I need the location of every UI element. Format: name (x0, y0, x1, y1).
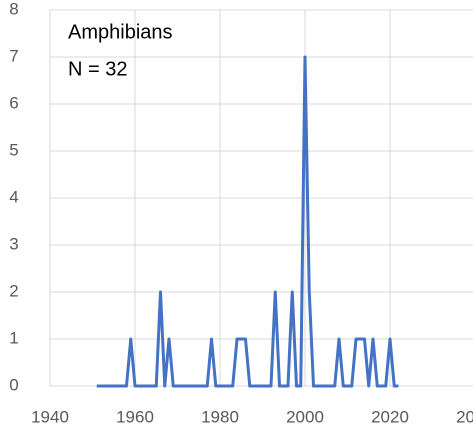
y-tick-label: 6 (9, 93, 18, 112)
x-tick-label: 1940 (31, 407, 69, 426)
data-line (96, 55, 399, 388)
x-tick-label: 1980 (201, 407, 239, 426)
y-tick-label: 3 (9, 234, 18, 253)
y-tick-label: 5 (9, 140, 18, 159)
annotation: Amphibians (68, 21, 173, 43)
y-tick-label: 0 (9, 375, 18, 394)
y-tick-label: 7 (9, 46, 18, 65)
x-tick-label: 2040 (456, 407, 473, 426)
annotation: N = 32 (68, 58, 127, 80)
y-tick-label: 8 (9, 0, 18, 18)
y-tick-label: 4 (9, 187, 18, 206)
x-tick-label: 1960 (116, 407, 154, 426)
y-tick-label: 2 (9, 281, 18, 300)
y-tick-label: 1 (9, 328, 18, 347)
x-tick-label: 2000 (286, 407, 324, 426)
x-tick-label: 2020 (371, 407, 409, 426)
